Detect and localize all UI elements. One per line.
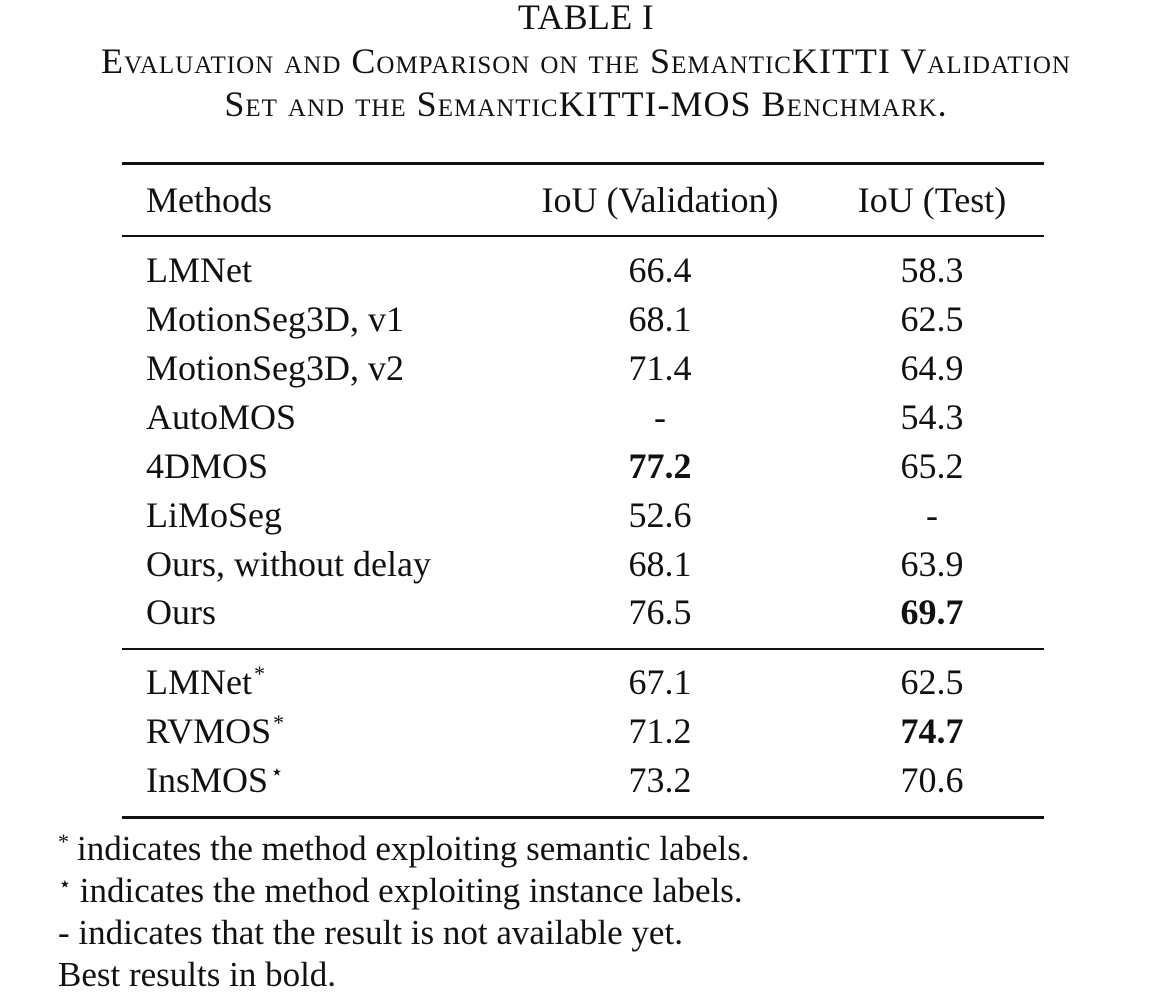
table-row: LiMoSeg 52.6 - bbox=[122, 491, 1044, 540]
method-mark: ⋆ bbox=[270, 759, 284, 784]
table-row: LMNet* 67.1 62.5 bbox=[122, 658, 1044, 707]
test-value: 62.5 bbox=[900, 662, 964, 702]
method-cell: LMNet* bbox=[146, 658, 265, 711]
validation-value: 73.2 bbox=[628, 760, 692, 800]
table-row: AutoMOS - 54.3 bbox=[122, 393, 1044, 442]
validation-value: 71.2 bbox=[628, 711, 692, 751]
bottom-rule bbox=[122, 816, 1044, 819]
section-rule bbox=[122, 648, 1044, 650]
method-cell: AutoMOS bbox=[146, 393, 296, 442]
method-name: MotionSeg3D, v2 bbox=[146, 348, 405, 388]
method-name: AutoMOS bbox=[146, 397, 297, 437]
method-name: Ours, without delay bbox=[146, 544, 431, 584]
note-text: - indicates that the result is not avail… bbox=[58, 913, 683, 952]
method-cell: MotionSeg3D, v1 bbox=[146, 295, 404, 344]
test-value: 58.3 bbox=[900, 250, 964, 290]
validation-value: 71.4 bbox=[628, 348, 692, 388]
method-cell: RVMOS* bbox=[146, 707, 284, 760]
test-value: 62.5 bbox=[900, 299, 964, 339]
method-mark: * bbox=[273, 710, 285, 735]
test-value: 69.7 bbox=[900, 592, 964, 632]
validation-value: 66.4 bbox=[628, 250, 692, 290]
method-name: Ours bbox=[146, 592, 216, 632]
test-value: 74.7 bbox=[900, 711, 964, 751]
validation-value: 52.6 bbox=[628, 495, 692, 535]
header-methods: Methods bbox=[146, 180, 272, 220]
method-name: LMNet bbox=[146, 250, 252, 290]
header-iou-validation: IoU (Validation) bbox=[541, 180, 779, 220]
table-number: TABLE I bbox=[517, 0, 655, 37]
table-title-line-1: Evaluation and Comparison on the Semanti… bbox=[101, 41, 1071, 81]
validation-value: - bbox=[654, 397, 666, 437]
method-cell: MotionSeg3D, v2 bbox=[146, 344, 404, 393]
test-value: 54.3 bbox=[900, 397, 964, 437]
table-row: Ours 76.5 69.7 bbox=[122, 588, 1044, 637]
test-value: 65.2 bbox=[900, 446, 964, 486]
top-rule bbox=[122, 162, 1044, 165]
validation-value: 68.1 bbox=[628, 299, 692, 339]
table-row: LMNet 66.4 58.3 bbox=[122, 246, 1044, 295]
method-name: InsMOS bbox=[146, 760, 269, 800]
validation-value: 67.1 bbox=[628, 662, 692, 702]
method-cell: Ours bbox=[146, 588, 216, 637]
table-title-line-2: Set and the SemanticKITTI-MOS Benchmark. bbox=[224, 84, 948, 124]
method-cell: 4DMOS bbox=[146, 442, 268, 491]
note-text: indicates the method exploiting instance… bbox=[79, 871, 743, 910]
validation-value: 76.5 bbox=[628, 592, 692, 632]
method-cell: InsMOS⋆ bbox=[146, 756, 284, 809]
method-cell: LMNet bbox=[146, 246, 252, 295]
test-value: - bbox=[926, 495, 938, 535]
method-cell: LiMoSeg bbox=[146, 491, 282, 540]
table-notes: * indicates the method exploiting semanti… bbox=[58, 828, 750, 996]
header-iou-test: IoU (Test) bbox=[857, 180, 1007, 220]
note-not-available: - indicates that the result is not avail… bbox=[58, 912, 750, 954]
method-name: RVMOS bbox=[146, 711, 272, 751]
test-value: 64.9 bbox=[900, 348, 964, 388]
header-rule bbox=[122, 235, 1044, 237]
table-row: InsMOS⋆ 73.2 70.6 bbox=[122, 756, 1044, 805]
table-row: 4DMOS 77.2 65.2 bbox=[122, 442, 1044, 491]
method-name: 4DMOS bbox=[146, 446, 269, 486]
table-row: Ours, without delay 68.1 63.9 bbox=[122, 540, 1044, 589]
note-instance: ⋆ indicates the method exploiting instanc… bbox=[58, 870, 750, 912]
method-cell: Ours, without delay bbox=[146, 540, 431, 589]
table-row: MotionSeg3D, v1 68.1 62.5 bbox=[122, 295, 1044, 344]
method-name: LMNet bbox=[146, 662, 252, 702]
note-bold: Best results in bold. bbox=[58, 954, 750, 996]
validation-value: 77.2 bbox=[628, 446, 692, 486]
note-semantic: * indicates the method exploiting semanti… bbox=[58, 828, 750, 870]
note-text: Best results in bold. bbox=[58, 955, 337, 994]
table-row: MotionSeg3D, v2 71.4 64.9 bbox=[122, 344, 1044, 393]
note-text: indicates the method exploiting semantic… bbox=[77, 829, 750, 868]
table-row: RVMOS* 71.2 74.7 bbox=[122, 707, 1044, 756]
note-symbol: ⋆ bbox=[58, 871, 72, 896]
method-name: MotionSeg3D, v1 bbox=[146, 299, 405, 339]
note-symbol: * bbox=[58, 829, 69, 854]
test-value: 63.9 bbox=[900, 544, 964, 584]
method-mark: * bbox=[253, 661, 265, 686]
test-value: 70.6 bbox=[900, 760, 964, 800]
method-name: LiMoSeg bbox=[146, 495, 283, 535]
header-row: Methods IoU (Validation) IoU (Test) bbox=[122, 176, 1044, 225]
validation-value: 68.1 bbox=[628, 544, 692, 584]
